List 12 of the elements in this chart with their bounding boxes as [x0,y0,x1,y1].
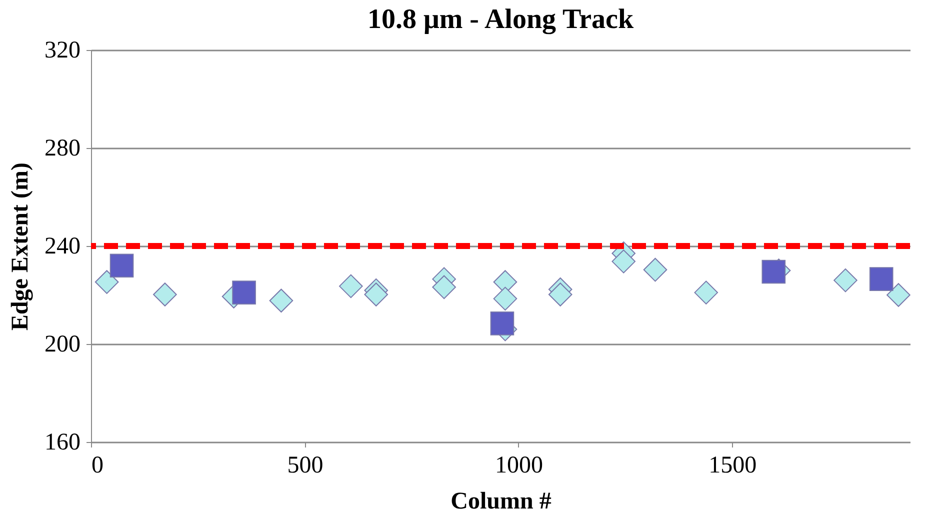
y-tick-label: 320 [44,38,80,64]
x-tick-label: 1000 [494,452,543,478]
y-tick-label: 280 [44,136,80,162]
x-tick-label: 1500 [708,452,757,478]
y-tick-label: 160 [44,430,80,456]
chart-title: 10.8 μm - Along Track [367,4,634,35]
x-tick-label: 0 [92,452,104,478]
x-axis-title: Column # [450,488,552,514]
y-axis-title: Edge Extent (m) [8,162,34,330]
y-tick-label: 200 [44,332,80,358]
y-tick-label: 240 [44,234,80,260]
x-tick-label: 500 [287,452,324,478]
